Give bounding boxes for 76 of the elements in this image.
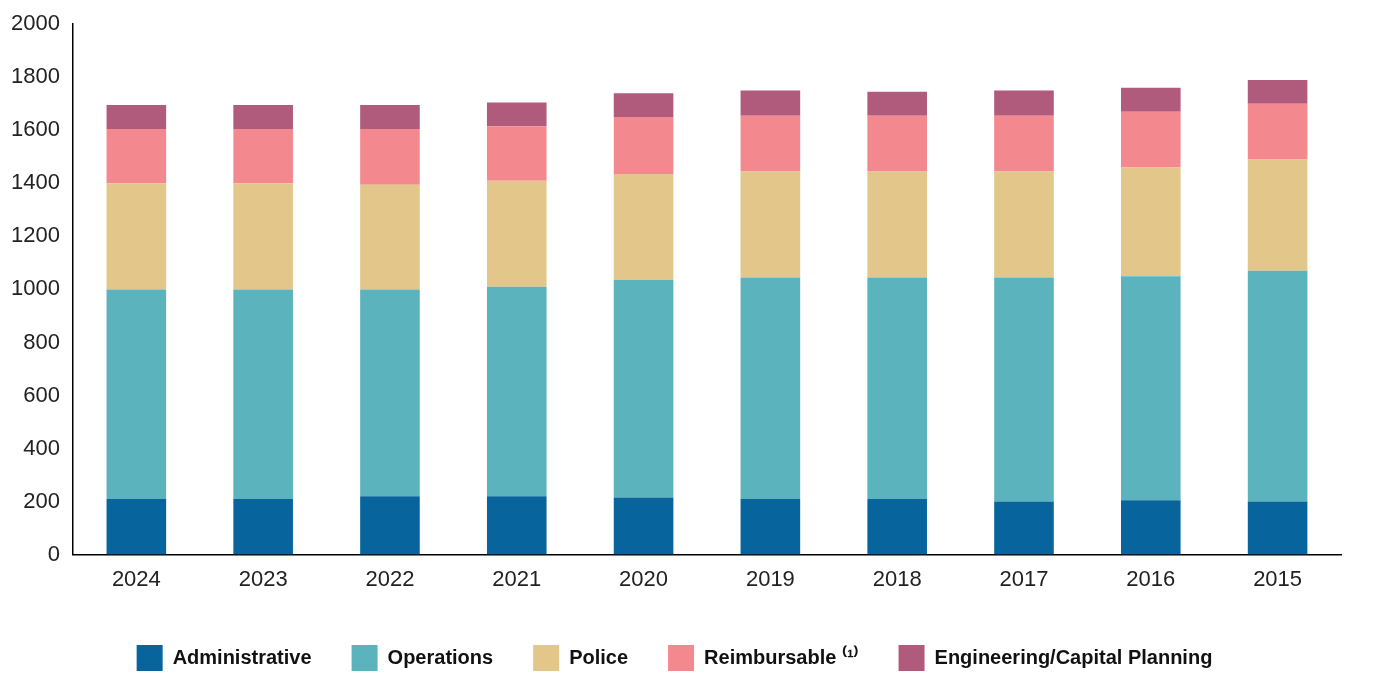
bar — [1247, 159, 1308, 271]
bar — [106, 289, 167, 499]
y-tick-label: 600 — [23, 381, 60, 407]
bar — [740, 115, 801, 172]
bar — [106, 183, 167, 290]
legend-label: Police — [569, 645, 629, 668]
x-tick-label: 2022 — [365, 565, 415, 591]
bar — [360, 496, 420, 555]
y-tick-label: 1600 — [10, 116, 60, 142]
bar — [486, 126, 547, 181]
bar — [994, 171, 1054, 278]
bar — [233, 128, 293, 184]
bar — [106, 128, 167, 184]
bar — [613, 497, 674, 555]
bar — [613, 280, 674, 498]
bar — [486, 102, 547, 127]
bar — [994, 90, 1054, 116]
bar — [1247, 270, 1308, 502]
bar — [994, 277, 1054, 502]
bar — [486, 180, 547, 287]
bar — [1120, 276, 1181, 501]
legend-label: Operations — [387, 645, 494, 668]
legend-label: Engineering/Capital Planning — [934, 645, 1213, 668]
bar — [233, 183, 293, 290]
bar — [486, 496, 547, 555]
bar — [867, 171, 927, 278]
bar — [1247, 79, 1308, 104]
bar — [994, 115, 1054, 172]
bar — [106, 105, 167, 129]
x-tick-label: 2024 — [111, 565, 161, 591]
y-tick-label: 200 — [23, 487, 60, 513]
bar — [106, 498, 167, 555]
x-tick-label: 2023 — [238, 565, 288, 591]
x-tick-label: 2015 — [1253, 565, 1303, 591]
bar — [360, 289, 420, 497]
y-tick-label: 2000 — [10, 10, 60, 36]
bar — [1247, 501, 1308, 555]
bar — [1120, 167, 1181, 277]
y-tick-label: 1000 — [10, 275, 60, 301]
bar — [233, 289, 293, 499]
bar — [1120, 500, 1181, 555]
bar — [867, 115, 927, 172]
bar — [486, 286, 547, 497]
bar — [740, 171, 801, 278]
y-tick-label: 1200 — [10, 222, 60, 248]
bar — [613, 174, 674, 281]
bar — [613, 93, 674, 118]
bar — [740, 90, 801, 116]
x-tick-label: 2020 — [619, 565, 669, 591]
bar — [1247, 103, 1308, 160]
bar — [360, 184, 420, 290]
x-tick-label: 2017 — [999, 565, 1049, 591]
legend-label: Reimbursable ⁽¹⁾ — [704, 644, 859, 668]
bar — [867, 91, 927, 116]
x-tick-label: 2016 — [1126, 565, 1176, 591]
bar — [233, 498, 293, 555]
bar — [1120, 87, 1181, 112]
bar — [740, 277, 801, 499]
x-tick-label: 2018 — [872, 565, 922, 591]
y-tick-label: 800 — [23, 328, 60, 354]
bar — [360, 128, 420, 185]
y-tick-label: 400 — [23, 434, 60, 460]
y-tick-label: 0 — [47, 540, 60, 566]
bar — [867, 498, 927, 555]
y-tick-label: 1400 — [10, 169, 60, 195]
bar — [994, 501, 1054, 555]
bar — [233, 105, 293, 129]
bar — [613, 117, 674, 175]
y-tick-label: 1800 — [10, 63, 60, 89]
x-tick-label: 2021 — [492, 565, 542, 591]
x-tick-label: 2019 — [745, 565, 795, 591]
bar — [867, 277, 927, 499]
bar — [360, 105, 420, 129]
bar — [740, 498, 801, 555]
bar — [1120, 111, 1181, 168]
legend-label: Administrative — [172, 645, 312, 668]
